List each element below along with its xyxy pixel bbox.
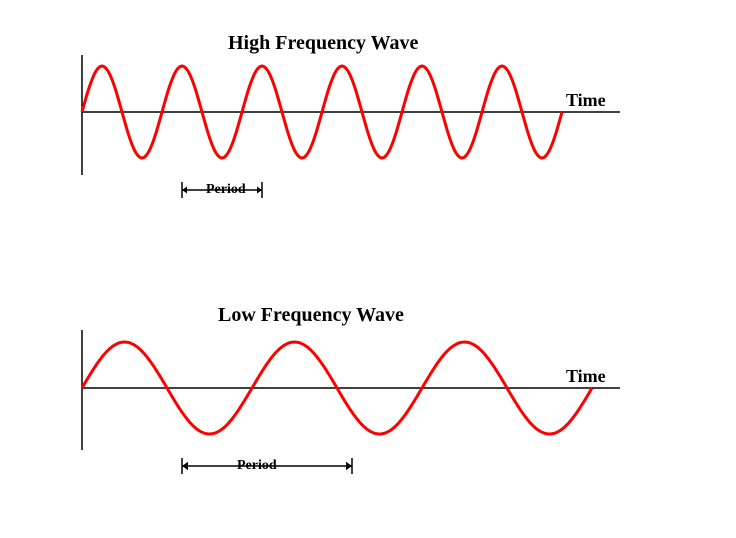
diagram-canvas: High Frequency Wave Time Period Low Freq… [0,0,736,538]
low-period-label: Period [237,458,277,474]
low-wave-plot [0,0,736,538]
low-time-label: Time [566,366,606,387]
